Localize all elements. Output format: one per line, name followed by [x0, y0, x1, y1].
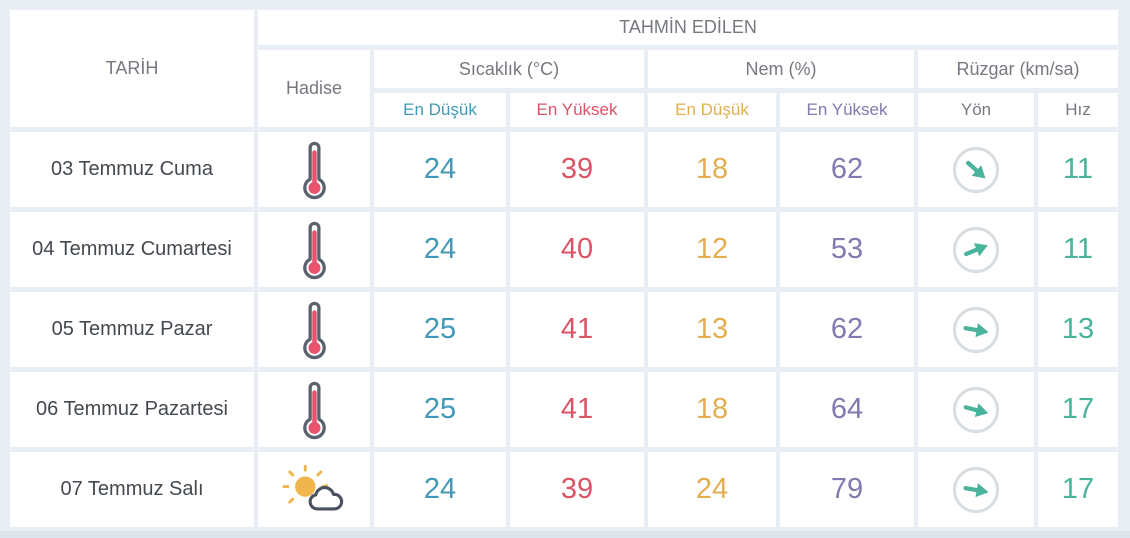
humidity-max-cell: 79	[780, 452, 914, 527]
temp-max-cell: 40	[510, 212, 644, 287]
subheader-humidity-max: En Yüksek	[780, 93, 914, 127]
sun-behind-cloud-icon	[282, 465, 344, 511]
wind-speed-cell: 17	[1038, 372, 1118, 447]
thermometer-hot-icon	[298, 139, 331, 201]
condition-cell	[258, 372, 370, 447]
temp-max-cell: 39	[510, 132, 644, 207]
date-cell: 06 Temmuz Pazartesi	[10, 372, 254, 447]
thermometer-hot-icon	[298, 299, 331, 361]
date-cell: 04 Temmuz Cumartesi	[10, 212, 254, 287]
column-header-date: TARİH	[10, 10, 254, 127]
wind-direction-circle	[952, 145, 1000, 193]
page-bottom-edge	[0, 531, 1130, 538]
wind-speed-cell: 17	[1038, 452, 1118, 527]
wind-speed-cell: 11	[1038, 212, 1118, 287]
subheader-humidity-min: En Düşük	[648, 93, 776, 127]
condition-cell	[258, 132, 370, 207]
wind-direction-arrow-icon	[955, 389, 997, 431]
subheader-wind-direction: Yön	[918, 93, 1034, 127]
wind-speed-cell: 13	[1038, 292, 1118, 367]
wind-direction-circle	[953, 226, 999, 273]
wind-direction-circle	[953, 306, 999, 353]
humidity-max-cell: 62	[780, 132, 914, 207]
humidity-min-cell: 18	[648, 372, 776, 447]
humidity-max-cell: 64	[780, 372, 914, 447]
condition-cell	[258, 292, 370, 367]
temp-min-cell: 25	[374, 372, 506, 447]
wind-direction-arrow-icon	[952, 145, 1000, 193]
group-header-humidity: Nem (%)	[648, 50, 914, 88]
temp-min-cell: 24	[374, 212, 506, 287]
subheader-wind-speed: Hız	[1038, 93, 1118, 127]
date-cell: 03 Temmuz Cuma	[10, 132, 254, 207]
wind-direction-arrow-icon	[956, 310, 995, 349]
wind-direction-circle	[953, 386, 999, 433]
group-header-wind: Rüzgar (km/sa)	[918, 50, 1118, 88]
subheader-temp-min: En Düşük	[374, 93, 506, 127]
temp-max-cell: 39	[510, 452, 644, 527]
table-title-predicted: TAHMİN EDİLEN	[258, 10, 1118, 45]
wind-direction-circle	[953, 466, 999, 513]
temp-min-cell: 24	[374, 132, 506, 207]
wind-direction-cell	[918, 292, 1034, 367]
thermometer-hot-icon	[298, 379, 331, 441]
wind-direction-cell	[918, 212, 1034, 287]
wind-direction-cell	[918, 132, 1034, 207]
column-header-condition: Hadise	[258, 50, 370, 127]
humidity-min-cell: 12	[648, 212, 776, 287]
condition-cell	[258, 212, 370, 287]
humidity-min-cell: 13	[648, 292, 776, 367]
subheader-temp-max: En Yüksek	[510, 93, 644, 127]
date-cell: 07 Temmuz Salı	[10, 452, 254, 527]
condition-cell	[258, 452, 370, 527]
temp-max-cell: 41	[510, 372, 644, 447]
group-header-temperature: Sıcaklık (°C)	[374, 50, 644, 88]
thermometer-hot-icon	[298, 219, 331, 281]
temp-max-cell: 41	[510, 292, 644, 367]
temp-min-cell: 24	[374, 452, 506, 527]
humidity-min-cell: 24	[648, 452, 776, 527]
wind-speed-cell: 11	[1038, 132, 1118, 207]
wind-direction-arrow-icon	[956, 470, 995, 509]
wind-direction-arrow-icon	[954, 227, 998, 271]
wind-direction-cell	[918, 452, 1034, 527]
wind-direction-cell	[918, 372, 1034, 447]
humidity-max-cell: 53	[780, 212, 914, 287]
date-cell: 05 Temmuz Pazar	[10, 292, 254, 367]
temp-min-cell: 25	[374, 292, 506, 367]
humidity-min-cell: 18	[648, 132, 776, 207]
humidity-max-cell: 62	[780, 292, 914, 367]
